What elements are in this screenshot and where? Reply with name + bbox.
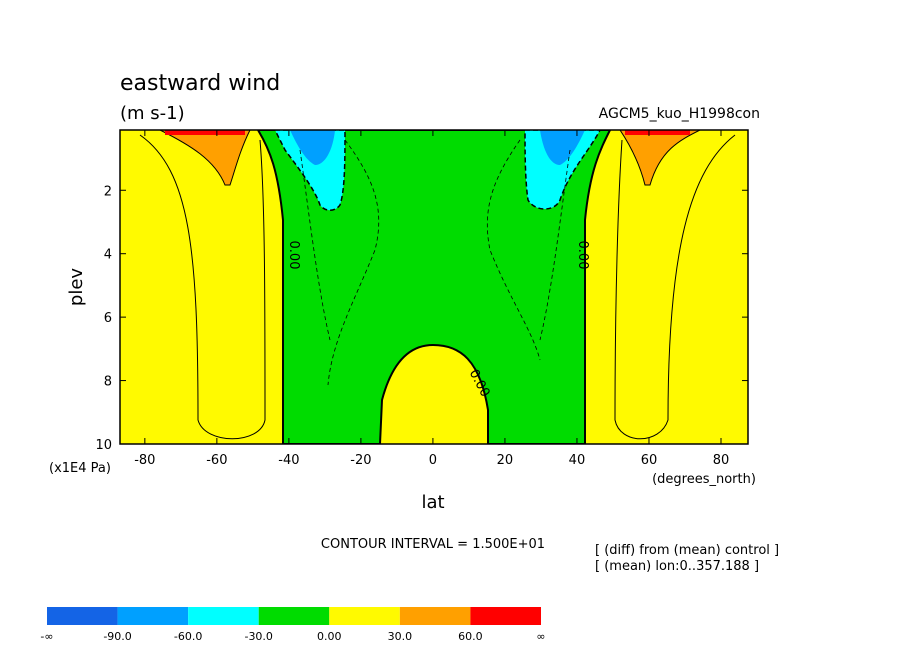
x-tick-label: 80 [713,453,730,468]
contour-line [327,139,380,386]
x-axis-label: lat [421,492,444,513]
colorbar-swatch [47,607,118,625]
x-tick-label: 20 [497,453,514,468]
y-tick-label: 2 [104,184,112,199]
x-tick-label: -60 [206,453,227,468]
x-axis-unit: (degrees_north) [652,472,756,487]
region [619,130,701,186]
contour-fill: 0.00 0.00 0.00 [120,130,748,444]
note: [ (mean) lon:0..357.188 ] [595,559,759,574]
contour-label: 0.00 [286,241,301,270]
y-axis-unit: (x1E4 Pa) [49,461,111,476]
y-tick-label: 10 [95,438,112,453]
colorbar-label: 0.00 [317,630,342,643]
region [625,130,690,135]
region [165,130,245,135]
note: [ (diff) from (mean) control ] [595,543,779,558]
colorbar-label: 60.0 [458,630,483,643]
plot-frame [119,129,749,445]
contour-line [614,134,736,440]
x-tick-label: -80 [134,453,155,468]
region [290,130,335,165]
region [524,130,601,210]
y-tick-label: 8 [104,375,112,390]
y-axis-label: plev [66,268,87,307]
colorbar-swatch [258,607,330,625]
contour-interval: CONTOUR INTERVAL = 1.500E+01 [321,537,545,552]
contour-label: 0.00 [575,241,590,270]
contour-line [139,134,266,440]
colorbar-swatch [188,607,259,625]
colorbar-label: -90.0 [103,630,131,643]
colorbar-label: -30.0 [244,630,272,643]
colorbar-swatch [470,607,541,625]
y-tick-label: 6 [104,311,112,326]
x-tick-label: 60 [641,453,658,468]
colorbar-label: -60.0 [174,630,202,643]
colorbar-swatch [329,607,400,625]
x-tick-label: 40 [569,453,586,468]
colorbar-swatch [117,607,189,625]
x-tick-label: 0 [429,453,437,468]
units: (m s-1) [120,103,185,124]
run-name: AGCM5_kuo_H1998con [599,106,760,122]
region [256,130,612,444]
chart-title: eastward wind [120,71,280,96]
region [159,130,251,186]
colorbar-swatch [399,607,471,625]
region [540,130,585,165]
x-tick-label: -40 [278,453,299,468]
colorbar-label: -∞ [40,630,53,643]
colorbar-label: 30.0 [388,630,413,643]
colorbar-label: ∞ [536,630,545,643]
y-tick-label: 4 [104,248,112,263]
x-tick-label: -20 [350,453,371,468]
